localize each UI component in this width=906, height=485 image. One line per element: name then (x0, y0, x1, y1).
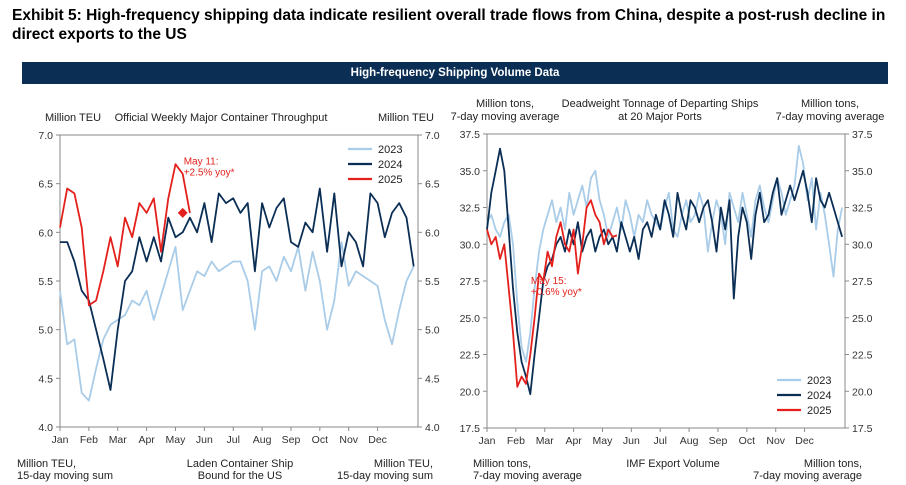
container-chart-title: Official Weekly Major Container Throughp… (115, 112, 328, 124)
container-series-2023 (59, 241, 415, 402)
container-annotation-line-1: May 11: (184, 156, 219, 167)
tonnage-chart-title-line-2: at 20 Major Ports (618, 111, 702, 123)
tonnage-xtick-label: Jun (623, 435, 640, 447)
tonnage-legend-label-2025: 2025 (807, 405, 831, 417)
container-xtick-label: Sep (282, 434, 301, 446)
tonnage-annotation-line-1: May 15: (531, 276, 567, 287)
tonnage-ytick-label-right: 22.5 (852, 350, 873, 362)
container-ytick-label-left: 6.5 (38, 179, 53, 191)
container-xtick-label: Jul (227, 434, 240, 446)
container-left-axis-label: Million TEU (45, 112, 101, 124)
container-bottom-right-label-line-1: Million TEU, (374, 458, 433, 470)
container-annotation-line-2: +2.5% yoy* (184, 167, 235, 178)
tonnage-legend-label-2023: 2023 (807, 375, 831, 387)
tonnage-ytick-label-right: 30.0 (852, 239, 873, 251)
tonnage-right-axis-label-line-1: Million tons, (801, 98, 859, 110)
exhibit-title: Exhibit 5: High-frequency shipping data … (12, 7, 886, 43)
tonnage-xtick-label: Apr (565, 435, 582, 447)
tonnage-ytick-label-left: 17.5 (460, 423, 481, 435)
container-ytick-label-left: 4.0 (38, 422, 53, 434)
container-bottom-left-label-line-1: Million TEU, (17, 458, 76, 470)
container-legend-label-2025: 2025 (378, 174, 402, 186)
container-ytick-label-right: 6.5 (425, 179, 440, 191)
tonnage-xtick-label: May (593, 435, 614, 447)
tonnage-xtick-label: Aug (680, 435, 699, 447)
tonnage-chart-title-line-1: Deadweight Tonnage of Departing Ships (562, 98, 759, 110)
container-ytick-label-left: 5.5 (38, 276, 53, 288)
tonnage-bottom-center-label: IMF Export Volume (626, 458, 720, 470)
tonnage-series-2025 (486, 199, 618, 388)
tonnage-ytick-label-right: 27.5 (852, 276, 873, 288)
container-ytick-label-left: 4.5 (38, 373, 53, 385)
container-xtick-label: Apr (138, 434, 155, 446)
container-bottom-right-label-line-2: 15-day moving sum (337, 470, 433, 482)
container-xtick-label: Aug (253, 434, 272, 446)
container-ytick-label-right: 4.5 (425, 373, 440, 385)
tonnage-xtick-label: Mar (536, 435, 555, 447)
tonnage-ytick-label-right: 32.5 (852, 203, 873, 215)
tonnage-annotation-line-2: +0.6% yoy* (531, 287, 582, 298)
container-xtick-label: Jan (52, 434, 69, 446)
tonnage-right-axis-label-line-2: 7-day moving average (776, 111, 885, 123)
tonnage-ytick-label-left: 25.0 (460, 313, 481, 325)
tonnage-ytick-label-left: 37.5 (460, 129, 481, 141)
tonnage-xtick-label: Jul (654, 435, 667, 447)
tonnage-left-axis-label-line-1: Million tons, (476, 98, 534, 110)
tonnage-bottom-right-label-line-2: 7-day moving average (753, 470, 862, 482)
container-legend-label-2024: 2024 (378, 159, 402, 171)
tonnage-ytick-label-right: 35.0 (852, 166, 873, 178)
container-xtick-label: Mar (109, 434, 128, 446)
container-xtick-label: May (166, 434, 187, 446)
container-legend-label-2023: 2023 (378, 144, 402, 156)
container-xtick-label: Oct (312, 434, 328, 446)
banner-title: High-frequency Shipping Volume Data (22, 62, 888, 84)
tonnage-xtick-label: Sep (709, 435, 728, 447)
tonnage-ytick-label-left: 22.5 (460, 350, 481, 362)
tonnage-ytick-label-right: 25.0 (852, 313, 873, 325)
tonnage-series-2024 (486, 147, 843, 396)
tonnage-bottom-left-label-line-1: Million tons, (473, 458, 531, 470)
container-ytick-label-right: 7.0 (425, 130, 440, 142)
tonnage-bottom-right-label-line-1: Million tons, (804, 458, 862, 470)
tonnage-ytick-label-left: 35.0 (460, 166, 481, 178)
container-annotation-marker (177, 207, 188, 218)
container-bottom-center-label-line-1: Laden Container Ship (187, 458, 293, 470)
container-xtick-label: Nov (339, 434, 358, 446)
container-ytick-label-right: 5.0 (425, 325, 440, 337)
container-ytick-label-right: 6.0 (425, 227, 440, 239)
tonnage-ytick-label-left: 30.0 (460, 239, 481, 251)
tonnage-xtick-label: Oct (739, 435, 755, 447)
container-xtick-label: Dec (368, 434, 387, 446)
container-ytick-label-right: 4.0 (425, 422, 440, 434)
container-series-2025 (59, 163, 191, 307)
tonnage-xtick-label: Nov (766, 435, 785, 447)
container-bottom-center-label-line-2: Bound for the US (198, 470, 282, 482)
tonnage-ytick-label-right: 37.5 (852, 129, 873, 141)
container-bottom-left-label-line-2: 15-day moving sum (17, 470, 113, 482)
tonnage-ytick-label-right: 20.0 (852, 386, 873, 398)
tonnage-bottom-left-label-line-2: 7-day moving average (473, 470, 582, 482)
tonnage-legend-label-2024: 2024 (807, 390, 831, 402)
container-series-2024 (60, 187, 415, 391)
container-xtick-label: Feb (80, 434, 98, 446)
tonnage-ytick-label-left: 32.5 (460, 203, 481, 215)
container-ytick-label-left: 7.0 (38, 130, 53, 142)
container-xtick-label: Jun (196, 434, 213, 446)
tonnage-ytick-label-left: 27.5 (460, 276, 481, 288)
container-ytick-label-right: 5.5 (425, 276, 440, 288)
tonnage-series-2023 (486, 144, 843, 363)
tonnage-xtick-label: Dec (795, 435, 814, 447)
container-ytick-label-left: 6.0 (38, 227, 53, 239)
tonnage-left-axis-label-line-2: 7-day moving average (451, 111, 560, 123)
tonnage-xtick-label: Feb (507, 435, 525, 447)
tonnage-ytick-label-left: 20.0 (460, 386, 481, 398)
container-right-axis-label: Million TEU (378, 112, 434, 124)
tonnage-ytick-label-right: 17.5 (852, 423, 873, 435)
container-ytick-label-left: 5.0 (38, 325, 53, 337)
tonnage-xtick-label: Jan (479, 435, 496, 447)
